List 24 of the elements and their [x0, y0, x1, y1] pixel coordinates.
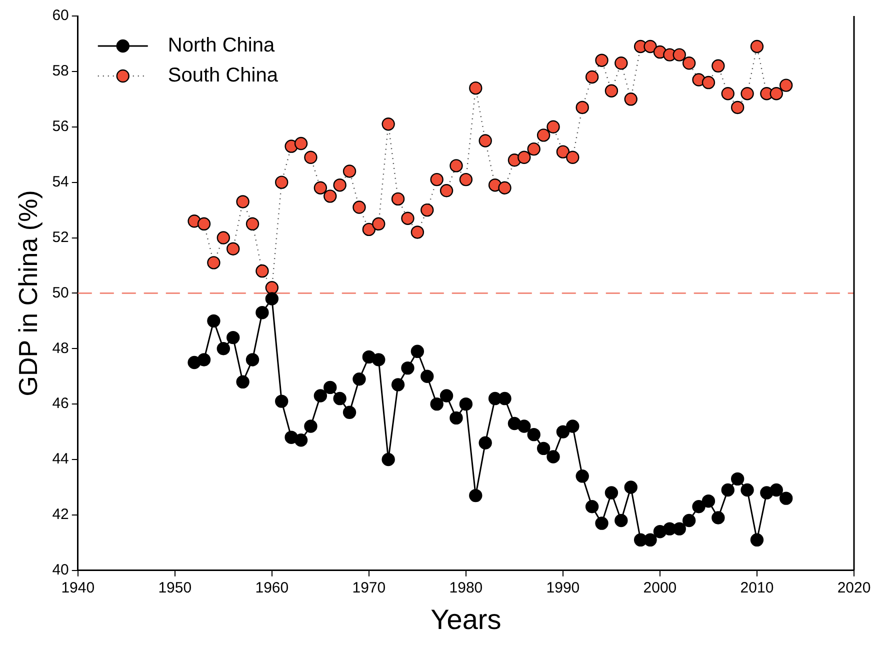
- x-tick-label: 2020: [837, 580, 871, 597]
- x-axis-title: Years: [430, 604, 502, 635]
- y-tick-label: 54: [52, 173, 69, 190]
- y-tick-label: 52: [52, 228, 69, 246]
- x-tick-label: 1940: [61, 580, 95, 597]
- x-tick-label: 2010: [740, 580, 774, 597]
- x-tick-label: 1950: [158, 580, 192, 597]
- x-tick-label: 1960: [255, 580, 289, 597]
- legend-label: South China: [168, 64, 279, 87]
- legend-label: North China: [168, 34, 276, 57]
- y-tick-label: 58: [52, 62, 69, 80]
- y-tick-label: 42: [52, 506, 69, 524]
- y-tick-label: 46: [52, 395, 69, 412]
- x-tick-label: 1980: [449, 580, 483, 597]
- x-tick-label: 2000: [643, 580, 677, 597]
- y-tick-label: 44: [52, 450, 69, 468]
- y-tick-label: 50: [52, 284, 69, 302]
- y-tick-label: 60: [52, 7, 69, 24]
- y-tick-label: 56: [52, 118, 69, 136]
- x-tick-label: 1970: [352, 580, 386, 597]
- y-axis-title: GDP in China (%): [12, 190, 43, 396]
- y-tick-label: 40: [52, 562, 69, 579]
- y-tick-label: 48: [52, 340, 69, 357]
- x-tick-label: 1990: [546, 580, 580, 597]
